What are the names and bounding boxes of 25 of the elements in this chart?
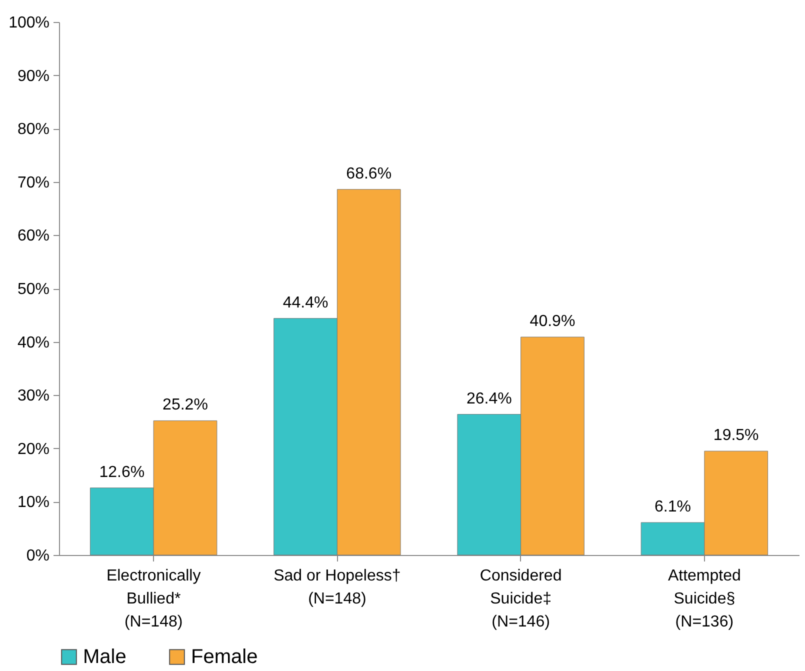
y-tick-label: 90% bbox=[17, 68, 50, 85]
y-tick-label: 30% bbox=[17, 388, 50, 405]
data-label: 12.6% bbox=[99, 464, 145, 481]
y-tick-label: 80% bbox=[17, 121, 50, 138]
data-label: 25.2% bbox=[162, 396, 208, 414]
data-label: 44.4% bbox=[282, 294, 328, 312]
x-tick-label: Electronically Bullied* (N=148) bbox=[106, 568, 201, 630]
legend-label: Female bbox=[191, 646, 258, 668]
x-tick-label: Attempted Suicide§ (N=136) bbox=[668, 568, 741, 630]
y-tick-label: 60% bbox=[17, 228, 50, 245]
y-tick-label: 10% bbox=[17, 494, 50, 512]
y-tick-label: 70% bbox=[17, 174, 50, 192]
x-tick-label: Sad or Hopeless† (N=148) bbox=[274, 568, 401, 608]
x-tick-label: Considered Suicide‡ (N=146) bbox=[480, 568, 562, 630]
y-tick-label: 0% bbox=[26, 548, 50, 564]
legend-label: Male bbox=[83, 646, 126, 668]
data-label: 68.6% bbox=[346, 165, 392, 182]
y-tick-label: 50% bbox=[17, 281, 50, 298]
data-label: 19.5% bbox=[713, 427, 759, 444]
y-tick-label: 100% bbox=[8, 14, 50, 32]
data-label: 6.1% bbox=[654, 498, 691, 516]
y-tick-label: 20% bbox=[17, 440, 50, 458]
data-label: 26.4% bbox=[466, 390, 512, 408]
data-label: 40.9% bbox=[530, 313, 576, 330]
y-tick-label: 40% bbox=[17, 334, 50, 352]
